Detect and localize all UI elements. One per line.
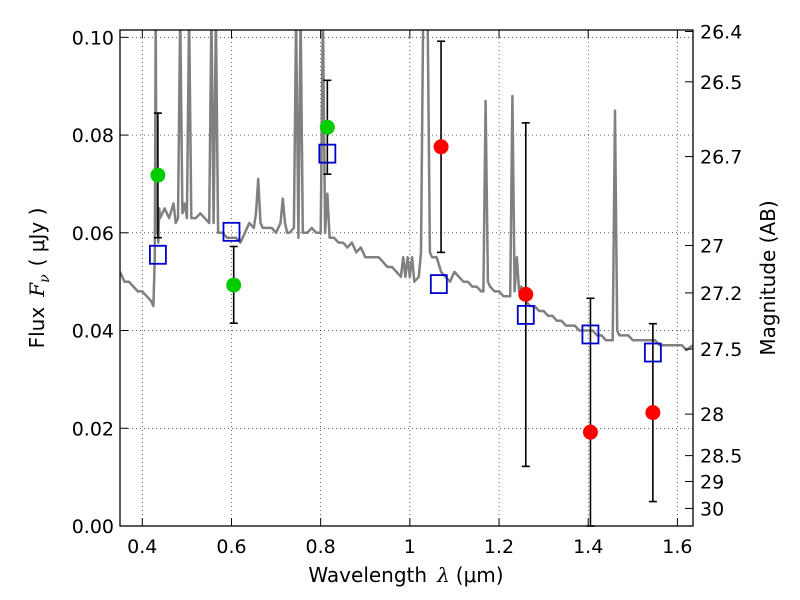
y2-tick-label: 26.4 <box>700 21 742 43</box>
detection-point-green <box>319 119 335 135</box>
tick-labels: 0.4 0.6 0.8 1 1.2 1.4 1.6 0.00 0.02 0.04 0.06 0.08 0… <box>72 21 743 558</box>
y2-tick-label: 27.5 <box>700 339 742 361</box>
x-tick-label: 0.8 <box>306 536 336 558</box>
axis-ticks <box>120 30 693 527</box>
model-square-marker <box>149 244 167 265</box>
y2-tick-label: 26.7 <box>700 147 742 169</box>
plot-frame <box>119 29 694 527</box>
y-tick-label: 0.08 <box>72 125 114 147</box>
model-square-marker <box>516 304 535 325</box>
y2-tick-label: 27 <box>700 236 724 258</box>
y-tick-label: 0.00 <box>72 516 114 538</box>
sed-model-line <box>120 30 693 352</box>
detection-point-green <box>150 167 166 183</box>
y-tick-label: 0.10 <box>72 27 114 49</box>
detection-point-green <box>226 277 242 293</box>
y-axis-label: FluxFν( μJy ) <box>25 208 53 349</box>
x-tick-label: 1 <box>404 536 416 558</box>
x-tick-label: 1.2 <box>484 536 514 558</box>
model-square-marker <box>318 143 337 164</box>
y-tick-label: 0.06 <box>72 223 114 245</box>
x-tick-label: 1.4 <box>573 536 603 558</box>
model-square-marker <box>222 221 241 242</box>
flux-point-red <box>518 286 534 302</box>
y2-tick-label: 28.5 <box>700 446 742 468</box>
plot-background <box>120 30 693 526</box>
y2-tick-label: 27.2 <box>700 283 742 305</box>
y-tick-label: 0.04 <box>72 321 114 343</box>
model-square-marker <box>643 342 662 363</box>
y-tick-label: 0.02 <box>72 418 114 440</box>
y2-tick-label: 26.5 <box>700 72 742 94</box>
flux-point-red <box>582 424 598 440</box>
y2-tick-label: 30 <box>700 498 724 520</box>
x-tick-label: 0.4 <box>127 536 157 558</box>
x-axis-label: Wavelength λ (μm) <box>308 563 503 587</box>
model-square-marker <box>581 324 600 345</box>
x-tick-label: 0.6 <box>216 536 246 558</box>
series-layer <box>120 30 693 352</box>
flux-point-red <box>645 405 661 421</box>
y2-tick-label: 28 <box>700 404 724 426</box>
markers <box>149 119 662 440</box>
y2-axis-label: Magnitude (AB) <box>756 200 780 355</box>
model-square-marker <box>429 274 448 295</box>
y2-tick-label: 29 <box>700 472 724 494</box>
x-tick-label: 1.6 <box>662 536 692 558</box>
flux-point-red <box>433 139 449 155</box>
